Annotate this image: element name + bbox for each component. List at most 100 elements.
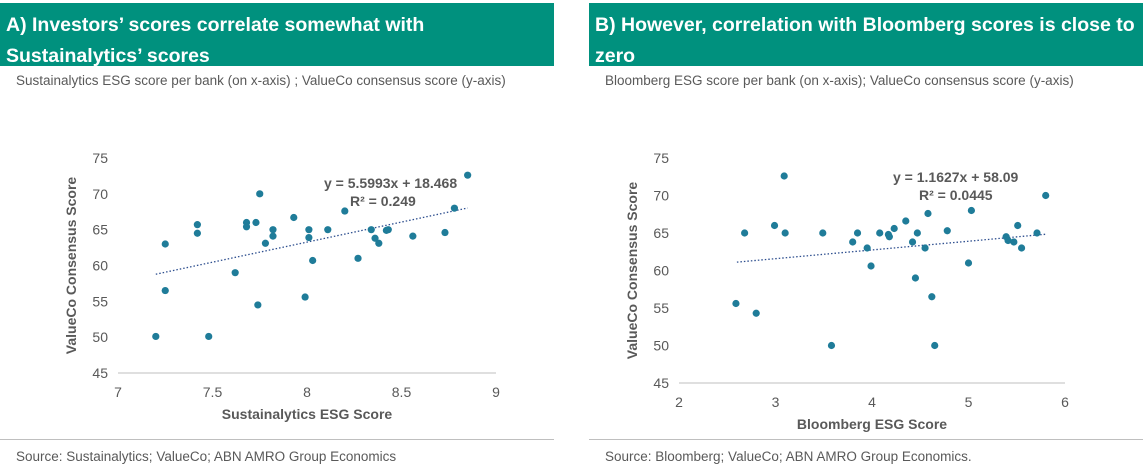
- data-point: [252, 218, 260, 227]
- y-tick-label: 55: [653, 300, 669, 316]
- data-point: [876, 229, 884, 237]
- data-point: [890, 224, 898, 233]
- source-note: Source: Sustainalytics; ValueCo; ABN AMR…: [16, 449, 397, 464]
- x-tick-label: 2: [675, 394, 683, 410]
- data-point: [301, 293, 309, 301]
- regression-equation: y = 1.1627x + 58.09: [893, 169, 1019, 185]
- y-tick-label: 45: [92, 365, 108, 381]
- data-point: [242, 223, 251, 231]
- x-tick-label: 9: [492, 384, 500, 400]
- data-point: [780, 172, 788, 180]
- data-point: [853, 229, 862, 237]
- data-point: [921, 244, 929, 252]
- y-tick-label: 60: [92, 258, 108, 274]
- data-point: [908, 238, 917, 246]
- data-point: [193, 221, 201, 229]
- data-point: [967, 206, 975, 215]
- trendline: [155, 207, 468, 275]
- regression-equation: y = 5.5993x + 18.468: [324, 175, 457, 191]
- data-point: [152, 332, 160, 341]
- data-point: [371, 234, 379, 242]
- data-point: [231, 269, 239, 277]
- source-divider: [589, 439, 1143, 440]
- x-tick-label: 8.5: [392, 384, 412, 400]
- data-point: [1014, 221, 1022, 230]
- data-point: [205, 332, 213, 341]
- data-point: [849, 238, 857, 246]
- data-point: [193, 229, 201, 237]
- y-tick-label: 75: [92, 150, 108, 166]
- r-squared-label: R² = 0.249: [350, 193, 416, 209]
- data-point: [902, 217, 910, 225]
- y-tick-label: 75: [653, 150, 669, 166]
- data-point: [375, 239, 383, 247]
- data-point: [441, 228, 449, 237]
- trendline: [736, 233, 1046, 263]
- data-point: [781, 229, 789, 237]
- data-point: [354, 254, 362, 262]
- x-tick-label: 7.5: [203, 384, 223, 400]
- data-point: [1042, 191, 1050, 200]
- x-tick-label: 8: [303, 384, 311, 400]
- y-tick-label: 50: [92, 329, 108, 345]
- data-point: [770, 221, 779, 230]
- data-point: [161, 286, 169, 295]
- data-point: [867, 262, 875, 270]
- data-point: [1004, 236, 1012, 245]
- data-point: [1017, 244, 1026, 252]
- data-point: [931, 341, 939, 350]
- data-point: [885, 233, 893, 241]
- data-point: [928, 293, 936, 301]
- data-point: [964, 259, 973, 267]
- data-point: [911, 274, 920, 282]
- data-point: [924, 209, 932, 218]
- x-axis-title: Sustainalytics ESG Score: [222, 406, 393, 422]
- data-point: [290, 213, 298, 222]
- data-point: [913, 229, 921, 237]
- data-point: [943, 227, 951, 235]
- x-tick-label: 3: [772, 394, 780, 410]
- x-tick-label: 6: [1061, 394, 1069, 410]
- x-tick-label: 5: [965, 394, 973, 410]
- y-tick-label: 65: [653, 225, 669, 241]
- y-tick-label: 60: [653, 263, 669, 279]
- panel-title-bar: A) Investors’ scores correlate somewhat …: [0, 3, 554, 67]
- y-tick-label: 70: [653, 188, 669, 204]
- data-point: [450, 204, 459, 212]
- data-point: [1033, 229, 1041, 237]
- data-point: [254, 301, 262, 309]
- panel-title-bar: B) However, correlation with Bloomberg s…: [589, 3, 1143, 67]
- data-point: [1010, 238, 1018, 246]
- data-point: [409, 232, 417, 240]
- x-tick-label: 4: [868, 394, 876, 410]
- y-tick-label: 45: [653, 375, 669, 391]
- y-tick-label: 70: [92, 186, 108, 202]
- data-point: [752, 309, 760, 317]
- data-point: [324, 226, 332, 234]
- data-point: [305, 226, 313, 234]
- scatter-chart-sustainalytics: 45 50 55 60 65 70 75 7 7.5 8 8.5 9 Sustainalytics ES…: [63, 150, 500, 422]
- y-axis-title: ValueCo Consensus Score: [624, 182, 640, 360]
- y-tick-label: 55: [92, 293, 108, 309]
- x-tick-label: 7: [114, 384, 122, 400]
- y-tick-label: 65: [92, 222, 108, 238]
- data-point: [269, 232, 277, 240]
- source-note: Source: Bloomberg; ValueCo; ABN AMRO Gro…: [605, 449, 972, 464]
- panel-bloomberg: B) However, correlation with Bloomberg s…: [589, 0, 1143, 476]
- data-point: [732, 299, 740, 308]
- panel-title: B) However, correlation with Bloomberg s…: [595, 14, 1135, 67]
- data-point: [309, 256, 317, 265]
- data-point: [819, 229, 827, 237]
- y-axis-title: ValueCo Consensus Score: [63, 177, 79, 355]
- data-point: [261, 239, 270, 247]
- data-point: [269, 226, 277, 234]
- data-point: [863, 244, 871, 252]
- panel-sustainalytics: A) Investors’ scores correlate somewhat …: [0, 0, 554, 476]
- panel-title: A) Investors’ scores correlate somewhat …: [6, 14, 425, 67]
- chart-subtitle: Sustainalytics ESG score per bank (on x-…: [16, 73, 506, 88]
- data-point: [367, 226, 375, 234]
- data-point: [827, 341, 836, 350]
- data-point: [305, 233, 313, 242]
- data-point: [341, 207, 349, 215]
